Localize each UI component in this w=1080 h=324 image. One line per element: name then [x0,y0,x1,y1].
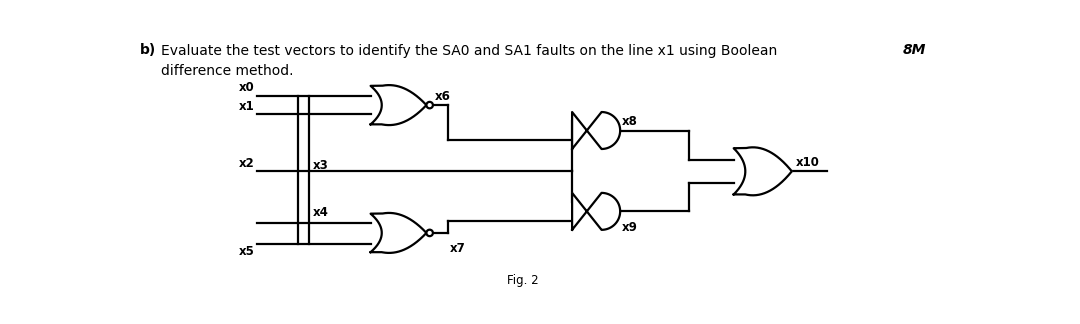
Text: Evaluate the test vectors to identify the SA0 and SA1 faults on the line x1 usin: Evaluate the test vectors to identify th… [161,43,778,57]
Text: x1: x1 [239,100,255,113]
Polygon shape [370,85,427,125]
Text: x8: x8 [622,115,637,128]
Text: x3: x3 [313,159,329,172]
Circle shape [427,102,433,108]
Polygon shape [572,193,620,230]
Text: x9: x9 [622,221,637,234]
Circle shape [427,230,433,236]
Text: x7: x7 [450,242,465,255]
Text: x6: x6 [434,90,450,103]
Polygon shape [572,112,620,149]
Text: b): b) [139,43,156,57]
Text: x2: x2 [239,157,255,170]
Text: Fig. 2: Fig. 2 [507,274,538,287]
Polygon shape [733,147,792,195]
Text: x4: x4 [313,206,329,219]
Text: 8M: 8M [902,43,926,57]
Text: x5: x5 [239,245,255,258]
Text: x10: x10 [796,156,820,169]
Polygon shape [370,213,427,253]
Text: x0: x0 [239,81,255,94]
Text: difference method.: difference method. [161,64,294,77]
